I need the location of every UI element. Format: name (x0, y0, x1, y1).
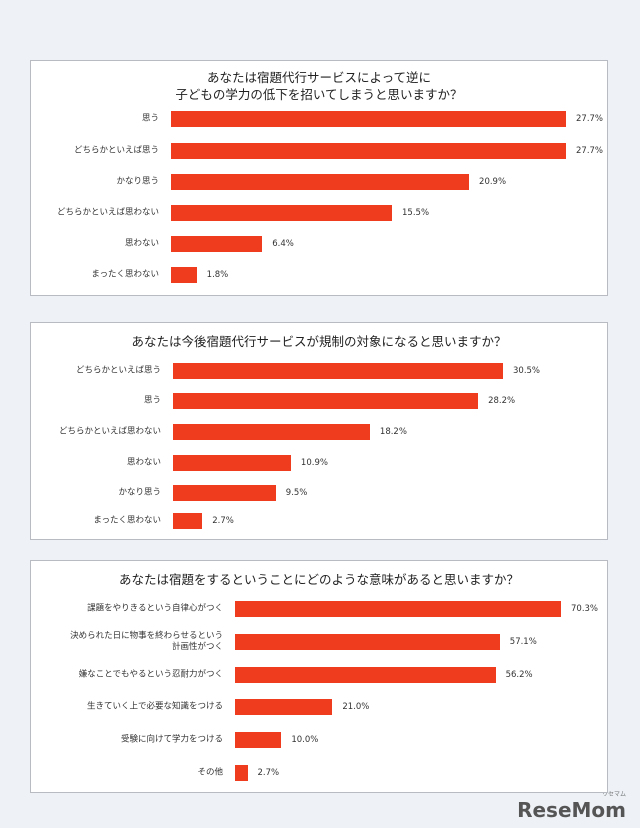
category-label: まったく思わない (93, 515, 161, 526)
value-label: 28.2% (488, 396, 516, 406)
category-label: その他 (197, 767, 223, 778)
chart-panel: あなたは宿題代行サービスによって逆に 子どもの学力の低下を招いてしまうと思います… (30, 60, 608, 296)
value-label: 1.8% (206, 270, 229, 280)
value-label: 57.1% (509, 637, 537, 647)
category-label: 思わない (126, 457, 161, 468)
value-label: 27.7% (576, 146, 604, 156)
chart-title: あなたは今後宿題代行サービスが規制の対象になると思いますか？ (131, 334, 507, 349)
value-label: 6.4% (272, 239, 294, 249)
category-label: かなり思う (118, 487, 161, 498)
value-label: 9.5% (285, 488, 308, 498)
chart-panel: あなたは今後宿題代行サービスが規制の対象になると思いますか？ どちらかといえば思う… (30, 322, 608, 540)
category-label: 受験に向けて学力をつける (120, 734, 223, 745)
bar (235, 667, 496, 683)
chart-title: あなたは宿題代行サービスによって逆に 子どもの学力の低下を招いてしまうと思います… (175, 70, 463, 102)
value-label: 27.7% (576, 114, 604, 124)
value-label: 10.9% (300, 458, 328, 468)
category-label: どちらかといえば思う (73, 145, 159, 156)
bar (173, 424, 370, 440)
value-label: 56.2% (505, 670, 533, 680)
bar (171, 236, 263, 252)
bar (171, 174, 470, 190)
bar (173, 485, 276, 501)
category-label: 嫌なことでもやるという忍耐力がつく (78, 669, 223, 680)
bar (173, 363, 503, 379)
value-label: 2.7% (212, 516, 234, 526)
category-label: 思わない (124, 238, 159, 249)
value-label: 10.0% (291, 735, 319, 745)
value-label: 70.3% (571, 604, 599, 614)
watermark-logo: ReseMom (517, 798, 626, 822)
category-label: 課題をやりきるという自律心がつく (87, 603, 223, 614)
value-label: 18.2% (379, 427, 407, 437)
bar (235, 699, 333, 715)
category-label: どちらかといえば思わない (58, 426, 161, 437)
value-label: 21.0% (342, 702, 370, 712)
category-label: 思う (143, 395, 161, 406)
bar (171, 111, 566, 127)
category-label: 生きていく上で必要な知識をつける (86, 701, 223, 712)
bar (235, 732, 282, 748)
chart-title: あなたは宿題をするということにどのような意味があると思いますか？ (118, 572, 519, 587)
bar (171, 205, 393, 221)
category-label: どちらかといえば思う (75, 365, 161, 376)
bar (171, 143, 566, 159)
bar (173, 513, 203, 529)
bar (235, 765, 248, 781)
category-label: 決められた日に物事を終わらせるという 計画性がつく (70, 631, 223, 652)
category-label: かなり思う (116, 176, 159, 187)
category-label: まったく思わない (91, 269, 159, 280)
bar (235, 601, 561, 617)
value-label: 2.7% (257, 768, 280, 778)
bar (173, 455, 291, 471)
watermark-kana: リセマム (601, 791, 626, 798)
bar (173, 393, 479, 409)
value-label: 20.9% (479, 177, 507, 187)
value-label: 30.5% (513, 366, 541, 376)
value-label: 15.5% (402, 208, 430, 218)
chart-panel: あなたは宿題をするということにどのような意味があると思いますか？ 課題をやりきると… (30, 560, 608, 793)
bar (235, 634, 500, 650)
bar (171, 267, 197, 283)
category-label: どちらかといえば思わない (56, 207, 159, 218)
category-label: 思う (141, 113, 159, 124)
